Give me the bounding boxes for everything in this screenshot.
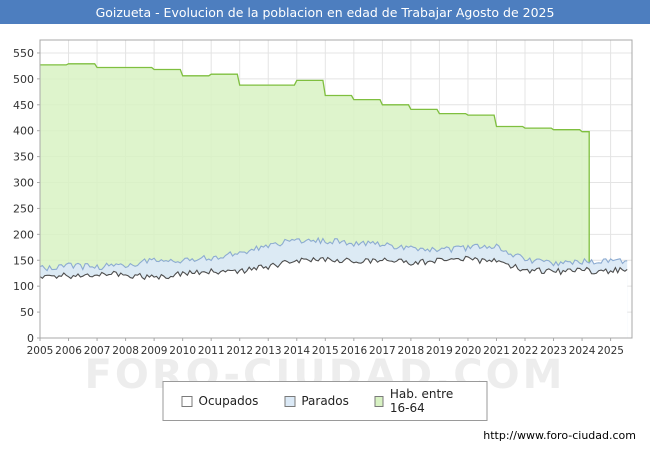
chart-title: Goizueta - Evolucion de la poblacion en …	[0, 0, 650, 24]
svg-text:150: 150	[13, 254, 34, 267]
svg-text:50: 50	[20, 306, 34, 319]
svg-text:2014: 2014	[283, 345, 310, 357]
svg-text:2019: 2019	[426, 345, 453, 357]
legend-label-hab: Hab. entre 16-64	[389, 387, 454, 415]
svg-text:2010: 2010	[169, 345, 196, 357]
svg-text:2020: 2020	[455, 345, 482, 357]
svg-text:550: 550	[13, 47, 34, 60]
svg-text:2008: 2008	[112, 345, 139, 357]
svg-text:200: 200	[13, 228, 34, 241]
svg-text:250: 250	[13, 202, 34, 215]
svg-text:500: 500	[13, 73, 34, 86]
svg-text:2024: 2024	[569, 345, 596, 357]
svg-text:2016: 2016	[340, 345, 367, 357]
svg-text:2022: 2022	[512, 345, 539, 357]
ocupados-swatch-icon	[181, 395, 193, 407]
chart-area: 0 50 100 150 200 250 300 350 400 450 500 550 2005 200…	[0, 26, 650, 366]
svg-text:2013: 2013	[255, 345, 282, 357]
svg-text:2018: 2018	[398, 345, 425, 357]
svg-text:450: 450	[13, 99, 34, 112]
legend-item-parados: Parados	[284, 394, 349, 408]
svg-text:2005: 2005	[27, 345, 54, 357]
legend-item-hab: Hab. entre 16-64	[374, 387, 469, 415]
svg-text:400: 400	[13, 125, 34, 138]
svg-text:350: 350	[13, 151, 34, 164]
legend-item-ocupados: Ocupados	[181, 394, 259, 408]
legend-label-ocupados: Ocupados	[198, 394, 259, 408]
svg-text:2006: 2006	[55, 345, 82, 357]
legend: Ocupados Parados Hab. entre 16-64	[162, 381, 488, 421]
svg-text:2011: 2011	[198, 345, 225, 357]
svg-text:2017: 2017	[369, 345, 396, 357]
svg-text:100: 100	[13, 280, 34, 293]
svg-text:2023: 2023	[540, 345, 567, 357]
svg-text:2007: 2007	[84, 345, 111, 357]
svg-text:2009: 2009	[141, 345, 168, 357]
source-url-link[interactable]: http://www.foro-ciudad.com	[483, 429, 636, 442]
svg-text:2012: 2012	[226, 345, 253, 357]
svg-text:2015: 2015	[312, 345, 339, 357]
legend-label-parados: Parados	[301, 394, 349, 408]
svg-text:2021: 2021	[483, 345, 510, 357]
svg-text:0: 0	[27, 332, 34, 345]
svg-text:300: 300	[13, 177, 34, 190]
parados-swatch-icon	[284, 395, 296, 407]
hab-swatch-icon	[374, 395, 384, 407]
svg-text:2025: 2025	[597, 345, 624, 357]
